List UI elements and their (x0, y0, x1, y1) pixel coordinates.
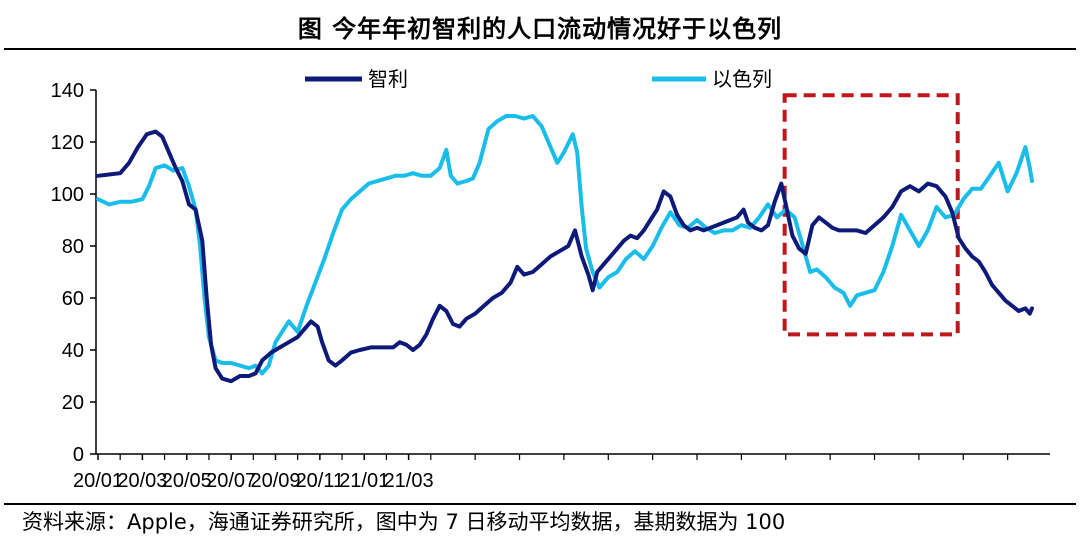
x-tick-label: 20/05 (162, 470, 212, 492)
x-tick-label: 20/07 (206, 470, 256, 492)
y-tick-label: 20 (62, 392, 84, 414)
series-line-chile (96, 129, 1034, 384)
y-tick-label: 40 (62, 340, 84, 362)
legend-label: 以色列 (712, 67, 772, 91)
x-tick-label: 20/01 (73, 470, 123, 492)
title-divider (4, 48, 1076, 50)
highlight-dashed-box (782, 93, 960, 337)
y-tick-label: 80 (62, 236, 84, 258)
y-tick-label: 140 (51, 80, 84, 102)
x-tick-label: 21/03 (384, 470, 434, 492)
y-tick-label: 0 (73, 444, 84, 466)
y-tick-label: 100 (51, 184, 84, 206)
source-note: 资料来源：Apple，海通证券研究所，图中为 7 日移动平均数据，基期数据为 1… (22, 510, 786, 534)
chart-axes: 02040608010012014020/0120/0320/0520/0720… (51, 80, 1050, 492)
chart-title: 图 今年年初智利的人口流动情况好于以色列 (297, 14, 783, 43)
y-tick-label: 120 (51, 132, 84, 154)
source-divider (4, 503, 1076, 505)
x-tick-label: 20/03 (117, 470, 167, 492)
chart-legend: 智利 以色列 (305, 67, 772, 91)
x-tick-label: 21/01 (339, 470, 389, 492)
x-tick-label: 20/09 (250, 470, 300, 492)
chart-series (96, 114, 1034, 384)
legend-label: 智利 (368, 67, 408, 91)
series-line-israel (96, 114, 1034, 376)
highlight-box (782, 93, 960, 337)
x-tick-label: 20/11 (296, 470, 345, 492)
y-tick-label: 60 (62, 288, 84, 310)
